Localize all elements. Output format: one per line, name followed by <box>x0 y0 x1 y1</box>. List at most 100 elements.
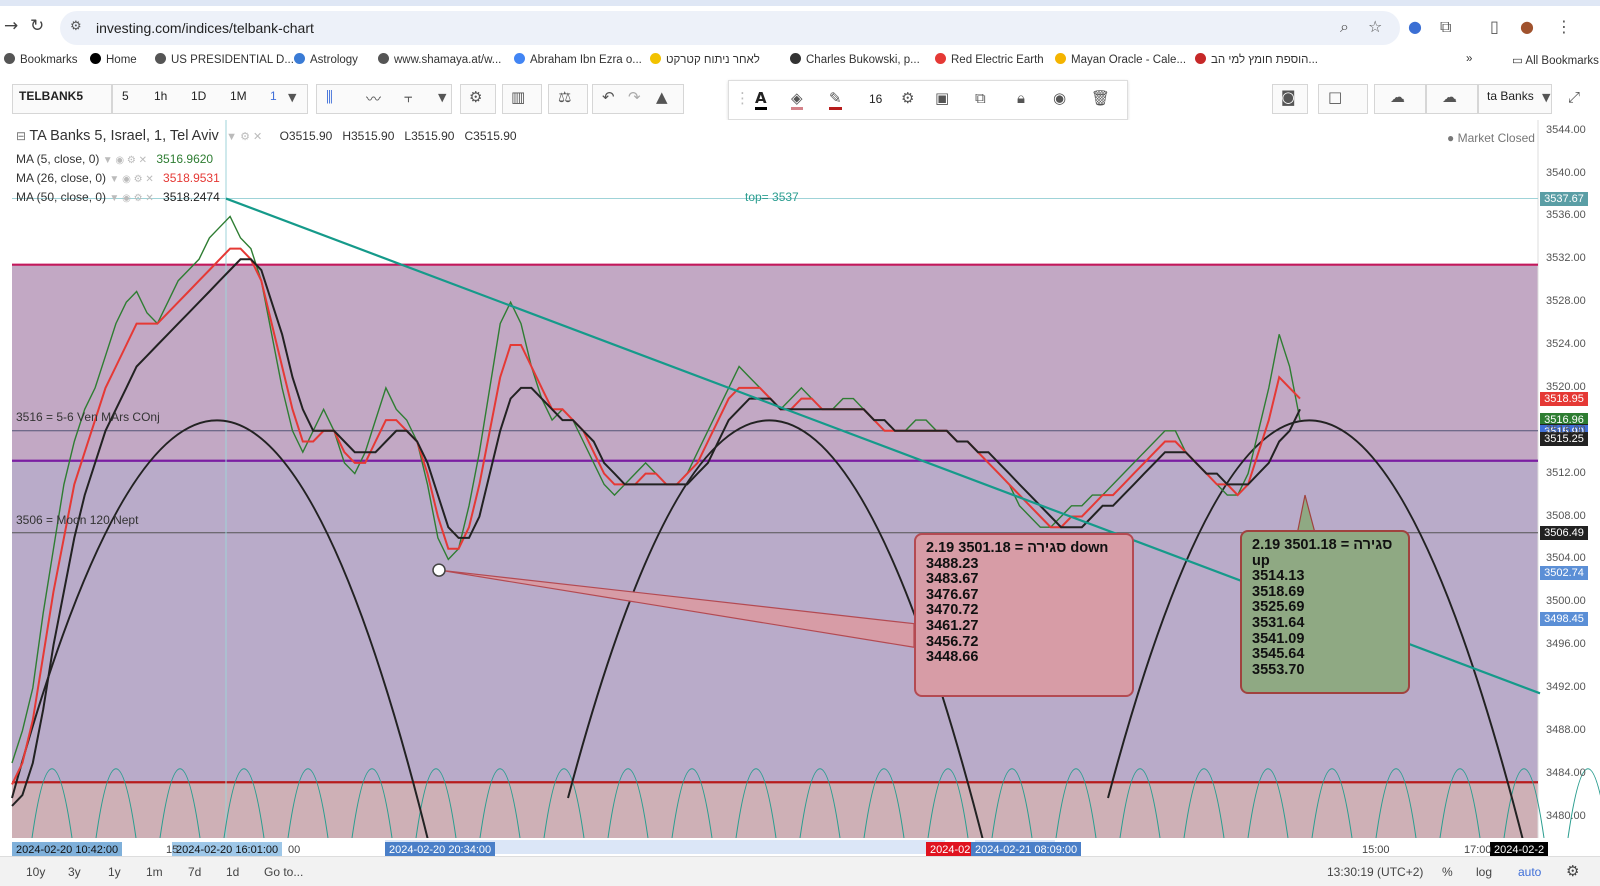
candles-icon[interactable]: ⫼ <box>326 88 333 106</box>
fullscreen-icon[interactable]: ⤢ <box>1568 88 1581 106</box>
range-1y[interactable]: 1y <box>108 865 121 879</box>
clone-icon[interactable]: ⧉ <box>975 89 986 107</box>
site-settings-icon[interactable]: ⚙ <box>70 19 82 34</box>
bookmark-item[interactable]: Charles Bukowski, p... <box>790 53 920 66</box>
forward-arrow-icon[interactable]: → <box>4 16 19 36</box>
bookmark-item[interactable]: US PRESIDENTIAL D... <box>155 53 294 66</box>
bookmark-item[interactable]: Bookmarks <box>4 53 78 66</box>
layout-icon[interactable]: □ <box>1328 88 1343 106</box>
bars-style-icon[interactable]: ⫟ <box>404 88 414 106</box>
up-targets-callout[interactable]: 2.19 3501.18 = סגירה up 3514.13 3518.69 3525… <box>1240 530 1410 694</box>
legend-ma5-row[interactable]: MA (5, close, 0) ▼ ◉ ⚙ ✕ 3516.9620 <box>16 152 213 166</box>
bookmark-item[interactable]: Abraham Ibn Ezra o... <box>514 53 642 66</box>
goto-button[interactable]: Go to... <box>264 865 304 879</box>
symbol-box[interactable] <box>12 84 112 114</box>
line-style-icon[interactable]: 〰 <box>366 90 382 108</box>
ma5-controls-icon[interactable]: ▼ ◉ ⚙ ✕ <box>102 155 148 166</box>
zoom-icon[interactable]: ⌕ <box>1340 17 1349 36</box>
ma50-label: MA (50, close, 0) <box>16 190 107 204</box>
auto-toggle[interactable]: auto <box>1518 865 1542 879</box>
menu-icon[interactable]: ⋮ <box>1556 17 1572 36</box>
url-text[interactable]: investing.com/indices/telbank-chart <box>96 20 314 36</box>
line-3516-label[interactable]: 3516 = 5-6 Ven MArs COnj <box>16 410 160 424</box>
price-tag: 3537.67 <box>1540 191 1588 206</box>
bookmark-item[interactable]: Astrology <box>294 53 358 66</box>
compare-icon[interactable]: ⚖ <box>558 88 572 106</box>
bookmark-item[interactable]: הוספת חומץ למי הב... <box>1195 53 1318 66</box>
interval-5[interactable]: 5 <box>122 89 129 103</box>
text-color-icon[interactable]: A <box>755 89 767 110</box>
time-tick-label: 00 <box>288 844 301 856</box>
avatar[interactable]: ● <box>1520 17 1534 36</box>
bookmark-item[interactable]: Red Electric Earth <box>935 53 1044 66</box>
price-tag: 3518.95 <box>1540 392 1588 407</box>
price-axis-area <box>1538 120 1600 838</box>
range-1d[interactable]: 1d <box>226 865 240 879</box>
bookmark-item[interactable]: Mayan Oracle - Cale... <box>1055 53 1186 66</box>
top-annotation[interactable]: top= 3537 <box>745 190 799 204</box>
alert-icon[interactable]: ▲ <box>656 88 668 106</box>
range-10y[interactable]: 10y <box>26 865 46 879</box>
fill-color-icon[interactable]: ◈ <box>791 89 803 110</box>
cycle-arc-large <box>11 419 431 849</box>
drag-handle-icon[interactable]: ⋮ <box>735 89 750 107</box>
interval-1m[interactable]: 1M <box>230 89 247 103</box>
bookmark-item[interactable]: Home <box>90 53 137 66</box>
symbol-label[interactable]: TELBANK5 <box>19 89 84 103</box>
chart-settings-icon[interactable]: ⚙ <box>1566 863 1580 880</box>
trash-icon[interactable]: 🗑︎ <box>1091 89 1111 107</box>
interval-1d[interactable]: 1D <box>191 89 207 103</box>
percent-toggle[interactable]: % <box>1442 865 1453 879</box>
range-3y[interactable]: 3y <box>68 865 81 879</box>
indicators-icon[interactable]: ▥ <box>511 88 526 106</box>
sidepanel-icon[interactable]: ▯ <box>1490 17 1499 36</box>
bookmark-label: Abraham Ibn Ezra o... <box>530 54 642 66</box>
undo-icon[interactable]: ↶ <box>602 88 615 106</box>
layout-dropdown-icon[interactable]: ▼ <box>1542 91 1551 104</box>
gear-icon[interactable]: ⚙ <box>469 88 483 106</box>
style-dropdown-icon[interactable]: ▼ <box>438 91 447 104</box>
bookmark-item[interactable]: לאחר ניתוח קטרקט <box>650 53 760 66</box>
range-1m[interactable]: 1m <box>146 865 163 879</box>
layout-name[interactable]: ta Banks <box>1487 89 1534 103</box>
down-targets-callout[interactable]: 2.19 3501.18 = סגירה down 3488.23 3483.67 3… <box>914 533 1134 697</box>
all-bookmarks-button[interactable]: ▭ All Bookmarks <box>1512 55 1599 67</box>
ma26-controls-icon[interactable]: ▼ ◉ ⚙ ✕ <box>109 174 154 185</box>
eye-icon[interactable]: ◉ <box>1053 89 1067 107</box>
redo-icon[interactable]: ↷ <box>628 88 641 106</box>
interval-1h[interactable]: 1h <box>154 89 168 103</box>
interval-active[interactable]: 1 <box>270 89 277 103</box>
price-tick-label: 3500.00 <box>1546 595 1586 608</box>
bookmarks-overflow-icon[interactable]: » <box>1466 53 1473 65</box>
undo-redo-group <box>592 84 684 114</box>
collapse-legend-icon[interactable]: ⊟ <box>16 129 27 143</box>
camera-icon[interactable]: ◙ <box>1281 88 1296 106</box>
mic-icon[interactable]: ● <box>1408 17 1422 36</box>
callout-line: 3541.09 <box>1252 630 1305 647</box>
time-tick-label: 15:00 <box>1362 844 1390 856</box>
legend-dropdown-icon[interactable]: ▼ ⚙ ✕ <box>226 131 263 143</box>
extensions-icon[interactable]: ⧉ <box>1440 17 1452 36</box>
cloud-upload-icon[interactable]: ☁ <box>1442 88 1457 106</box>
bookmark-label: www.shamaya.at/w... <box>394 54 502 66</box>
legend-ma26-row[interactable]: MA (26, close, 0) ▼ ◉ ⚙ ✕ 3518.9531 <box>16 171 220 185</box>
visibility-layers-icon[interactable]: ▣ <box>935 89 950 107</box>
ma50-controls-icon[interactable]: ▼ ◉ ⚙ ✕ <box>109 193 154 204</box>
lock-icon[interactable]: 🔒︎ <box>1017 89 1025 107</box>
line-3506-label[interactable]: 3506 = Moon 120 Nept <box>16 513 139 527</box>
bookmark-item[interactable]: www.shamaya.at/w... <box>378 53 501 66</box>
chart-canvas[interactable] <box>0 120 1600 856</box>
utc-clock[interactable]: 13:30:19 (UTC+2) <box>1327 865 1424 879</box>
reload-icon[interactable]: ↻ <box>30 16 45 36</box>
drawing-settings-icon[interactable]: ⚙ <box>901 89 915 107</box>
interval-dropdown-icon[interactable]: ▼ <box>288 91 297 104</box>
cloud-download-icon[interactable]: ☁ <box>1390 88 1405 106</box>
font-size-select[interactable]: 16 <box>869 92 883 106</box>
legend-ma50-row[interactable]: MA (50, close, 0) ▼ ◉ ⚙ ✕ 3518.2474 <box>16 190 220 204</box>
range-7d[interactable]: 7d <box>188 865 202 879</box>
log-toggle[interactable]: log <box>1476 865 1493 879</box>
browser-chrome: → ↻ ⚙ investing.com/indices/telbank-char… <box>0 0 1600 80</box>
star-icon[interactable]: ☆ <box>1368 17 1383 36</box>
address-bar[interactable] <box>60 11 1400 45</box>
line-color-icon[interactable]: ✎ <box>829 89 842 110</box>
